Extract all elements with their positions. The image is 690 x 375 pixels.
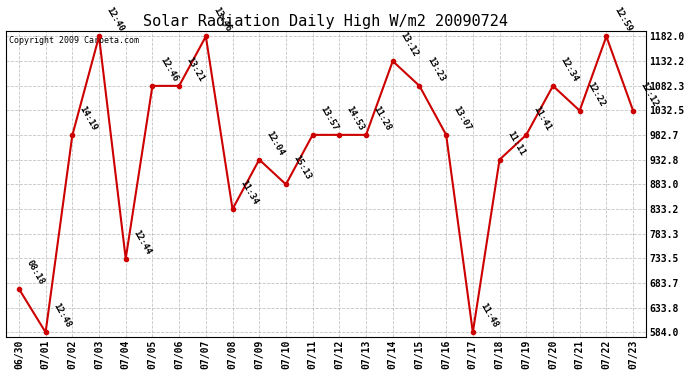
Text: 12:48: 12:48 — [51, 302, 72, 330]
Text: 11:34: 11:34 — [238, 178, 259, 206]
Title: Solar Radiation Daily High W/m2 20090724: Solar Radiation Daily High W/m2 20090724 — [144, 14, 509, 29]
Text: 14:19: 14:19 — [78, 105, 99, 133]
Text: Copyright 2009 Carbeta.com: Copyright 2009 Carbeta.com — [9, 36, 139, 45]
Text: 13:07: 13:07 — [452, 104, 473, 132]
Text: 15:13: 15:13 — [291, 154, 313, 182]
Text: 14:53: 14:53 — [345, 104, 366, 132]
Text: 12:22: 12:22 — [585, 80, 607, 108]
Text: 08:18: 08:18 — [24, 258, 46, 286]
Text: 11:28: 11:28 — [372, 104, 393, 132]
Text: 12:04: 12:04 — [265, 129, 286, 157]
Text: 12:46: 12:46 — [158, 56, 179, 83]
Text: 13:46: 13:46 — [211, 6, 233, 34]
Text: 12:40: 12:40 — [105, 6, 126, 34]
Text: 12:12: 12:12 — [639, 80, 660, 108]
Text: 11:41: 11:41 — [532, 104, 553, 132]
Text: 13:12: 13:12 — [398, 31, 420, 58]
Text: 13:57: 13:57 — [318, 104, 339, 132]
Text: 12:44: 12:44 — [131, 228, 152, 256]
Text: 11:11: 11:11 — [505, 129, 526, 157]
Text: 13:21: 13:21 — [185, 56, 206, 83]
Text: 12:59: 12:59 — [612, 6, 633, 34]
Text: 11:48: 11:48 — [478, 302, 500, 330]
Text: 13:23: 13:23 — [425, 56, 446, 83]
Text: 12:34: 12:34 — [558, 56, 580, 83]
